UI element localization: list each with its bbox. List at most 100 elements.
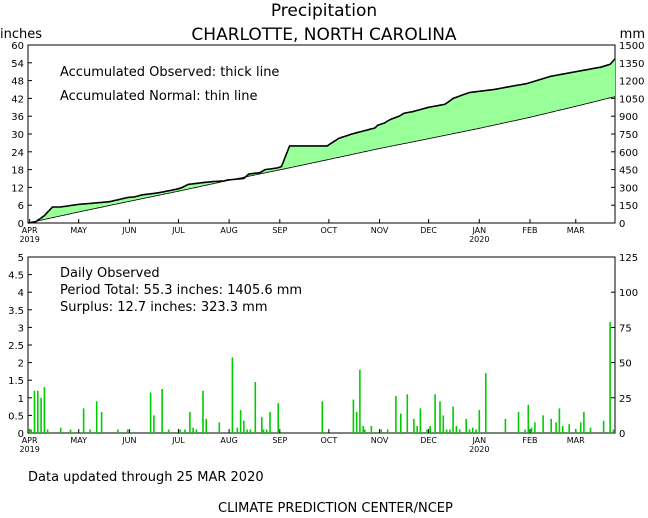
daily-bar (100, 411, 103, 433)
daily-bar (89, 429, 91, 433)
daily-ytick-label: 2 (18, 359, 24, 370)
surplus-area (28, 58, 615, 224)
daily-bar (455, 426, 458, 433)
accumulated-ytick-label: 18 (11, 166, 24, 177)
daily-bar (419, 408, 422, 433)
daily-bar (33, 390, 36, 433)
accumulated-ytick-label: 48 (11, 77, 24, 88)
daily-bar (117, 429, 119, 433)
accumulated-year-label: 2020 (469, 235, 489, 244)
accumulated-year-label: 2019 (19, 235, 39, 244)
accumulated-ytick-label: 30 (11, 130, 24, 141)
daily-bar (149, 392, 152, 433)
daily-bar (43, 387, 46, 433)
daily-bar (458, 429, 461, 433)
observed-line (27, 58, 616, 224)
daily-xtick-label: JAN (471, 436, 486, 445)
accumulated-ytick-right-label: 0 (619, 219, 625, 230)
daily-bar (321, 401, 324, 433)
daily-bar (37, 390, 39, 433)
daily-ytick-label: 4 (18, 288, 24, 299)
daily-bar (558, 408, 561, 433)
accumulated-xtick-label: JUL (171, 226, 185, 235)
accumulated-xtick-label: OCT (320, 226, 337, 235)
daily-bar (471, 427, 474, 433)
daily-bar (179, 429, 181, 433)
accumulated-xtick-label: MAR (567, 226, 585, 235)
daily-bar (167, 429, 170, 433)
accumulated-xtick-label: DEC (420, 226, 437, 235)
daily-ytick-right-label: 0 (619, 429, 625, 440)
daily-bar (362, 426, 364, 433)
daily-bar (30, 429, 33, 433)
daily-bar (478, 410, 481, 433)
daily-xtick-label: AUG (220, 436, 238, 445)
daily-bar (434, 394, 436, 433)
daily-bar (395, 396, 397, 433)
daily-xtick-label: APR (22, 436, 38, 445)
daily-bar (218, 422, 221, 433)
chart-subtitle: CHARLOTTE, NORTH CAROLINA (191, 25, 456, 45)
accumulated-ytick-right-label: 1200 (619, 77, 644, 88)
daily-bar (243, 420, 245, 433)
daily-ytick-label: 3 (18, 323, 24, 334)
daily-bar (504, 418, 507, 433)
daily-bar (352, 399, 355, 433)
normal-note: Accumulated Normal: thin line (60, 89, 258, 104)
daily-ytick-label: 0.5 (8, 411, 24, 422)
accumulated-ytick-label: 36 (11, 112, 24, 123)
accumulated-ytick-right-label: 150 (619, 201, 638, 212)
daily-ytick-right-label: 100 (619, 288, 638, 299)
accumulated-ytick-right-label: 450 (619, 166, 638, 177)
accumulated-ytick-right-label: 1500 (619, 41, 644, 52)
daily-xtick-label: FEB (522, 436, 537, 445)
daily-bar (468, 429, 471, 433)
daily-bar (370, 426, 373, 433)
accumulated-ytick-right-label: 750 (619, 130, 638, 141)
daily-ytick-label: 1.5 (8, 376, 24, 387)
daily-bar (40, 397, 42, 433)
period-total-note: Period Total: 55.3 inches: 1405.6 mm (60, 283, 302, 298)
daily-xtick-label: MAR (567, 436, 585, 445)
daily-bar (28, 429, 31, 433)
daily-bar (561, 426, 564, 433)
daily-bar (445, 429, 448, 433)
observed-note: Accumulated Observed: thick line (60, 65, 279, 80)
daily-ytick-right-label: 50 (619, 359, 632, 370)
daily-year-label: 2019 (19, 445, 39, 454)
accumulated-panel: 0612182430364248546001503004506007509001… (11, 41, 644, 244)
daily-bar (406, 394, 409, 433)
daily-bar (524, 429, 526, 433)
surplus-note: Surplus: 12.7 inches: 323.3 mm (60, 300, 268, 315)
daily-year-label: 2020 (469, 445, 489, 454)
accumulated-xtick-label: JUN (121, 226, 136, 235)
daily-bar (555, 422, 557, 433)
daily-bar (530, 427, 533, 433)
daily-xtick-label: DEC (420, 436, 437, 445)
daily-ytick-label: 3.5 (8, 306, 24, 317)
accumulated-xtick-label: SEP (272, 226, 287, 235)
daily-xtick-label: SEP (272, 436, 287, 445)
daily-bar (69, 429, 72, 433)
accumulated-xtick-label: JAN (471, 226, 486, 235)
daily-bar (126, 429, 129, 433)
accumulated-ytick-label: 0 (18, 219, 24, 230)
updated-note: Data updated through 25 MAR 2020 (28, 470, 264, 485)
daily-bar (189, 411, 191, 433)
accumulated-ytick-right-label: 1350 (619, 59, 644, 70)
chart-title: Precipitation (271, 1, 377, 21)
daily-bar (575, 429, 577, 433)
daily-bar (579, 422, 582, 433)
credit-note: CLIMATE PREDICTION CENTER/NCEP (218, 501, 453, 516)
daily-bar (277, 403, 279, 433)
daily-bar (269, 411, 271, 433)
daily-xtick-label: JUL (171, 436, 185, 445)
daily-bar (95, 401, 98, 433)
daily-ytick-label: 2.5 (8, 341, 24, 352)
daily-ytick-label: 4.5 (8, 271, 24, 282)
daily-bar (380, 429, 382, 433)
daily-bar (46, 429, 49, 433)
daily-xtick-label: JUN (121, 436, 136, 445)
